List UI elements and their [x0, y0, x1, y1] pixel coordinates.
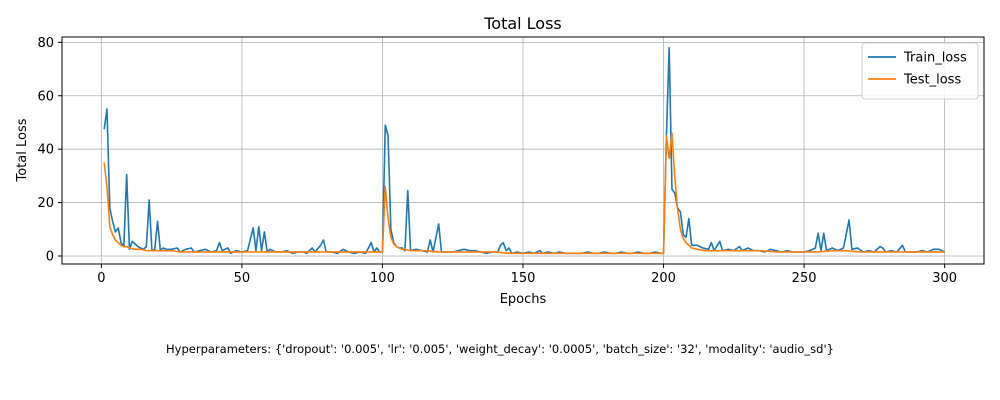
grid — [62, 37, 984, 264]
y-tick-label: 20 — [37, 196, 54, 211]
legend-label: Train_loss — [903, 51, 967, 66]
legend-label: Test_loss — [903, 73, 961, 88]
y-tick-label: 0 — [46, 249, 54, 264]
hyperparameters-caption: Hyperparameters: {'dropout': '0.005', 'l… — [166, 342, 834, 356]
x-tick-label: 0 — [97, 271, 105, 286]
x-tick-label: 250 — [792, 271, 817, 286]
y-axis-ticks: 0 20 40 60 80 — [37, 36, 62, 264]
x-tick-label: 150 — [511, 271, 536, 286]
x-axis-label: Epochs — [500, 292, 547, 307]
y-tick-label: 80 — [37, 36, 54, 51]
x-tick-label: 50 — [234, 271, 251, 286]
x-tick-label: 100 — [370, 271, 395, 286]
y-axis-label: Total Loss — [15, 118, 30, 182]
y-tick-label: 40 — [37, 143, 54, 158]
x-axis-ticks: 0 50 100 150 200 250 300 — [97, 264, 957, 286]
chart-title: Total Loss — [483, 14, 562, 33]
series-line-train-loss — [103, 46, 945, 255]
legend: Train_loss Test_loss — [861, 42, 979, 100]
series-lines — [103, 46, 945, 255]
y-tick-label: 60 — [37, 89, 54, 104]
series-line-test-loss — [103, 132, 945, 255]
x-tick-label: 300 — [932, 271, 957, 286]
x-tick-label: 200 — [651, 271, 676, 286]
